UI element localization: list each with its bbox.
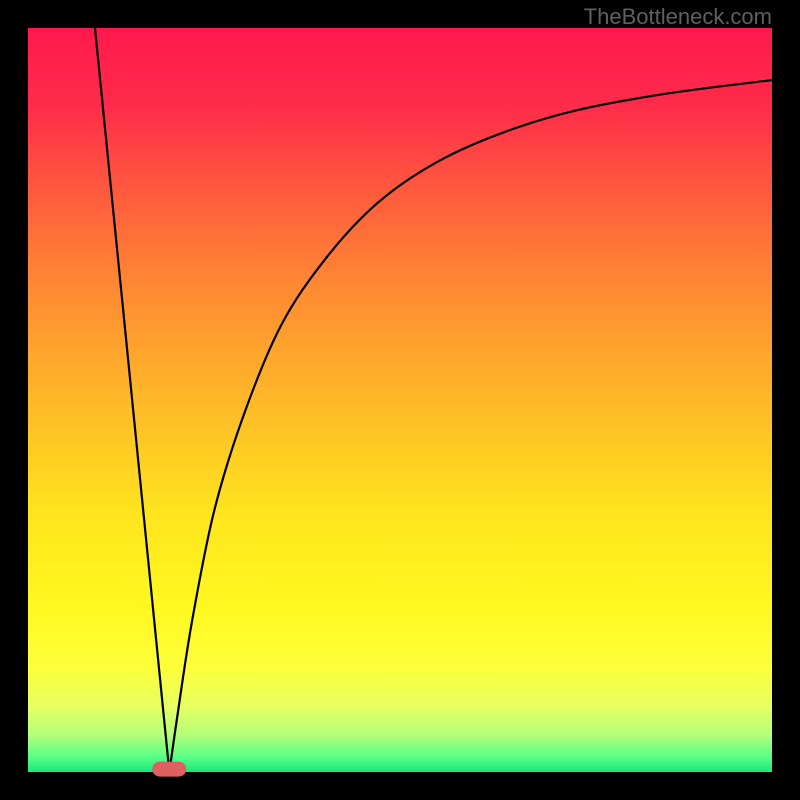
plot-area	[28, 28, 772, 772]
curve-layer	[28, 28, 772, 772]
descending-line	[95, 28, 169, 772]
minimum-marker	[153, 762, 186, 777]
chart-container: TheBottleneck.com	[0, 0, 800, 800]
ascending-curve	[169, 80, 772, 772]
watermark-text: TheBottleneck.com	[584, 4, 772, 30]
